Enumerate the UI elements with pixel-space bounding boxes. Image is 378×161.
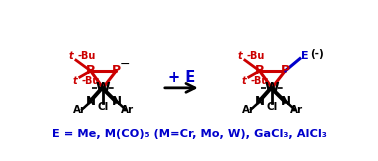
Text: -Bu: -Bu [246, 51, 265, 61]
Text: Cl: Cl [266, 102, 277, 112]
Text: P: P [112, 64, 121, 77]
Text: -Bu: -Bu [81, 76, 100, 86]
Text: -Bu: -Bu [250, 76, 269, 86]
Text: E = Me, M(CO)₅ (M=Cr, Mo, W), GaCl₃, AlCl₃: E = Me, M(CO)₅ (M=Cr, Mo, W), GaCl₃, AlC… [52, 129, 327, 139]
Text: N: N [255, 95, 265, 108]
Text: t: t [69, 51, 74, 61]
Text: Ar: Ar [73, 105, 86, 115]
Text: P: P [280, 64, 290, 77]
Text: t: t [238, 51, 243, 61]
Text: E: E [301, 51, 308, 61]
Text: Ar: Ar [290, 105, 304, 115]
Text: N: N [112, 95, 122, 108]
Text: t: t [73, 76, 77, 86]
Text: Cl: Cl [98, 102, 109, 112]
Text: Ar: Ar [242, 105, 255, 115]
Text: t: t [242, 76, 246, 86]
Text: P: P [86, 64, 95, 77]
Text: Ar: Ar [121, 105, 135, 115]
Text: W: W [265, 81, 279, 94]
Text: (-): (-) [310, 49, 324, 59]
Text: N: N [281, 95, 291, 108]
Text: −: − [119, 57, 130, 71]
Text: N: N [86, 95, 96, 108]
Text: + E: + E [168, 70, 195, 85]
Text: W: W [96, 81, 110, 94]
Text: -Bu: -Bu [77, 51, 96, 61]
Text: P: P [255, 64, 264, 77]
